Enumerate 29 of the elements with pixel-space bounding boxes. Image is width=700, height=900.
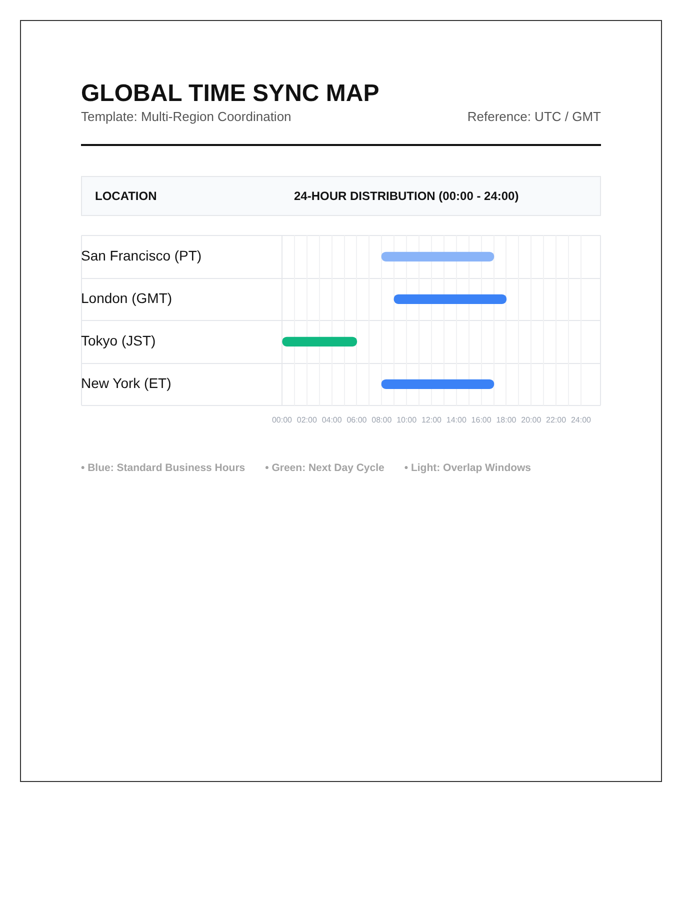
x-tick-label: 14:00 bbox=[446, 415, 467, 424]
x-tick-label: 08:00 bbox=[372, 415, 392, 424]
x-tick-label: 12:00 bbox=[421, 415, 442, 424]
x-tick-label: 20:00 bbox=[521, 415, 542, 424]
bar bbox=[381, 379, 494, 389]
x-tick-label: 06:00 bbox=[346, 415, 368, 424]
x-tick-label: 10:00 bbox=[396, 415, 418, 424]
text: • Light: Overlap Windows bbox=[404, 462, 532, 474]
x-tick-label: 00:00 bbox=[272, 415, 293, 424]
y-tick-label: San Francisco (PT) bbox=[81, 248, 202, 264]
bar bbox=[381, 252, 494, 262]
x-tick-label: 02:00 bbox=[296, 415, 318, 424]
bar bbox=[282, 336, 358, 346]
x-tick-label: 04:00 bbox=[322, 415, 342, 424]
chart-subtitle: Template: Multi-Region Coordination bbox=[81, 109, 292, 124]
x-tick-label: 22:00 bbox=[546, 415, 567, 424]
text: Reference: UTC / GMT bbox=[467, 109, 601, 124]
text: • Blue: Standard Business Hours bbox=[81, 462, 246, 474]
x-tick-label: 18:00 bbox=[496, 415, 517, 424]
bar bbox=[394, 294, 507, 304]
chart-title: GLOBAL TIME SYNC MAP bbox=[81, 80, 380, 108]
y-tick-label: New York (ET) bbox=[81, 375, 172, 392]
y-tick-label: London (GMT) bbox=[81, 290, 172, 306]
y-tick-label: Tokyo (JST) bbox=[81, 332, 156, 349]
x-tick-label: 16:00 bbox=[471, 415, 492, 424]
x-axis-title: 24-HOUR DISTRIBUTION (00:00 - 24:00) bbox=[294, 189, 519, 203]
y-axis-title: LOCATION bbox=[95, 189, 157, 203]
x-tick-label: 24:00 bbox=[570, 415, 592, 424]
text: • Green: Next Day Cycle bbox=[265, 462, 384, 474]
